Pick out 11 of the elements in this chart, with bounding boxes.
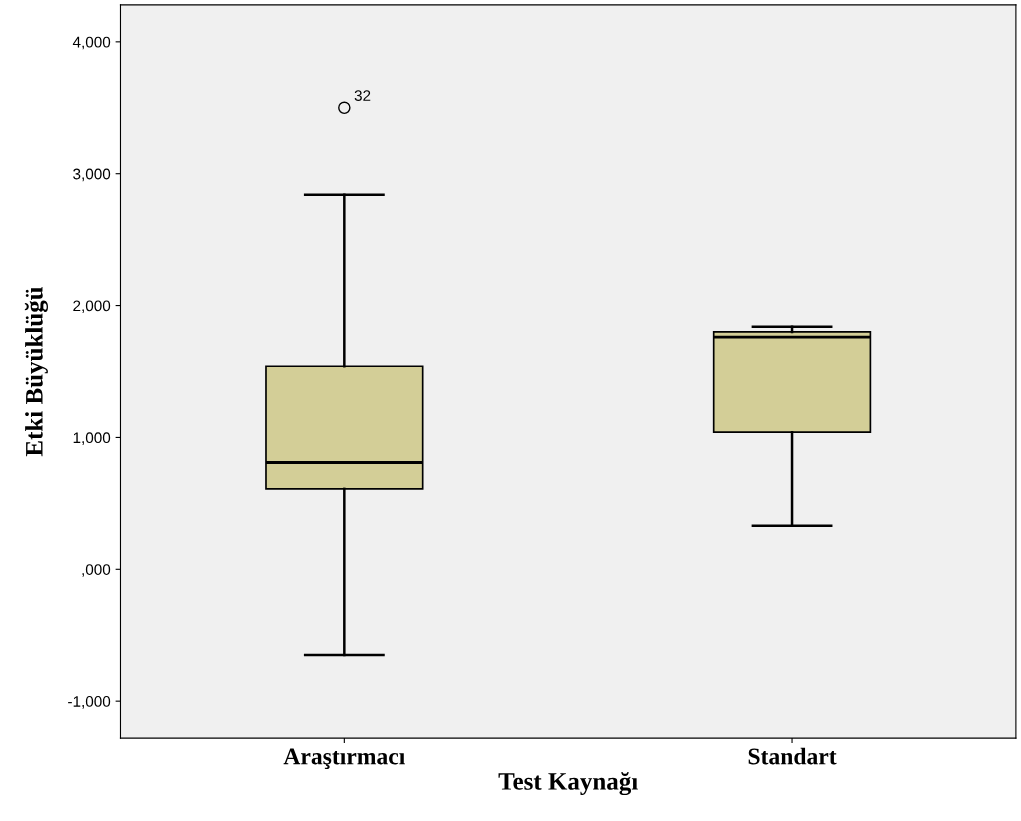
x-tick-label: Araştırmacı: [283, 748, 405, 770]
y-tick-label: 3,000: [73, 168, 111, 182]
y-tick-label: 2,000: [73, 300, 111, 314]
y-tick-label: ,000: [82, 564, 111, 577]
x-tick-label: Standart: [748, 747, 837, 765]
y-tick-label: 1,000: [73, 432, 111, 445]
x-axis-title: Test Kaynağı: [498, 771, 638, 796]
y-tick-label: 4,000: [72, 36, 111, 50]
y-tick-label: -1,000: [68, 696, 111, 709]
y-axis-title: Etki Büyüklüğü: [24, 287, 48, 457]
annotation: 32: [354, 90, 371, 101]
